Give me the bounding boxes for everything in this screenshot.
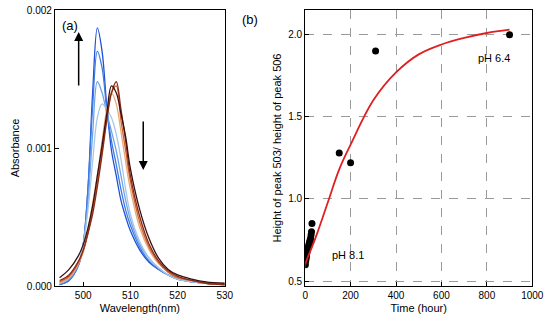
svg-text:200: 200 bbox=[342, 290, 359, 301]
svg-text:0.002: 0.002 bbox=[27, 5, 52, 16]
svg-text:0.000: 0.000 bbox=[27, 281, 52, 292]
svg-text:1000: 1000 bbox=[521, 290, 544, 301]
svg-text:530: 530 bbox=[216, 290, 233, 301]
svg-text:500: 500 bbox=[75, 290, 92, 301]
svg-text:400: 400 bbox=[388, 290, 405, 301]
svg-text:pH 8.1: pH 8.1 bbox=[332, 249, 364, 261]
svg-text:600: 600 bbox=[433, 290, 450, 301]
svg-text:Absorbance: Absorbance bbox=[9, 119, 21, 178]
svg-text:0.5: 0.5 bbox=[288, 276, 302, 287]
svg-text:510: 510 bbox=[122, 290, 139, 301]
svg-text:0.001: 0.001 bbox=[27, 143, 52, 154]
svg-text:800: 800 bbox=[479, 290, 496, 301]
svg-text:(b): (b) bbox=[242, 12, 258, 27]
svg-text:2.0: 2.0 bbox=[288, 29, 302, 40]
svg-text:0: 0 bbox=[302, 290, 308, 301]
svg-text:520: 520 bbox=[169, 290, 186, 301]
svg-text:(a): (a) bbox=[62, 18, 78, 33]
svg-text:Time (hour): Time (hour) bbox=[390, 302, 446, 314]
svg-text:1.0: 1.0 bbox=[288, 193, 302, 204]
svg-text:pH 6.4: pH 6.4 bbox=[478, 52, 510, 64]
svg-text:Height of peak 503/ height of: Height of peak 503/ height of peak 506 bbox=[271, 54, 283, 243]
svg-text:Wavelength(nm): Wavelength(nm) bbox=[100, 302, 180, 314]
svg-text:1.5: 1.5 bbox=[288, 111, 302, 122]
